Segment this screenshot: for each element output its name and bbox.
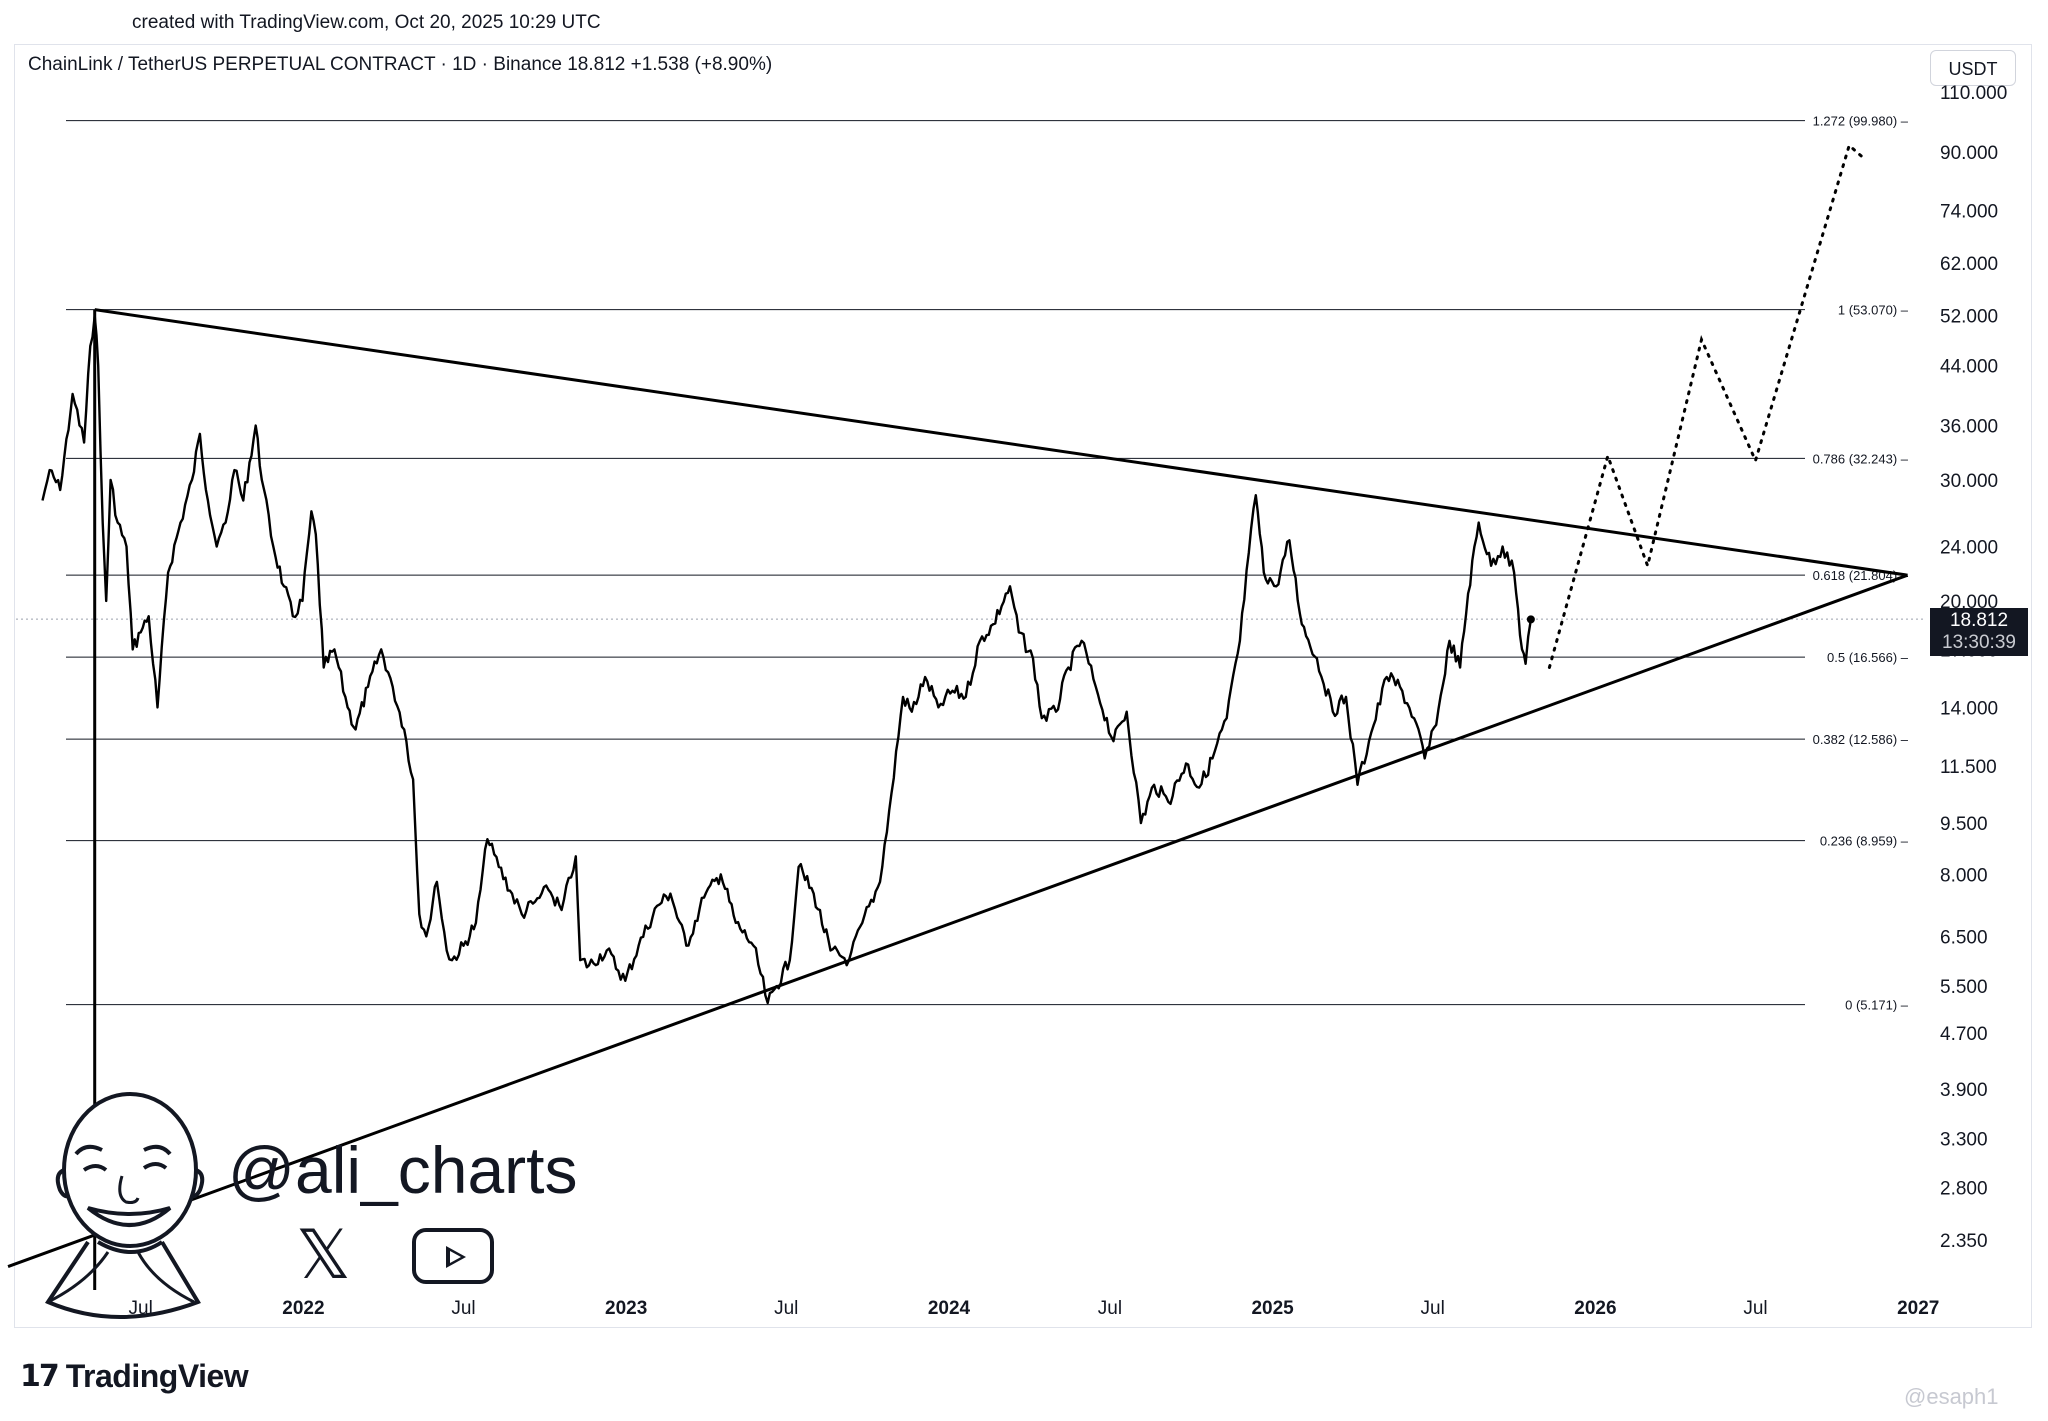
x-tick-label: 2023 (605, 1298, 647, 1319)
last-price-dot (1526, 615, 1535, 624)
fib-level-label: 0.382 (12.586) – (1813, 732, 1909, 747)
created-with-text: created with TradingView.com, Oct 20, 20… (132, 12, 601, 33)
current-price-tag: 18.812 13:30:39 (1930, 608, 2028, 656)
x-tick-label: Jul (774, 1298, 798, 1319)
x-tick-label: 2022 (282, 1298, 324, 1319)
fib-level-label: 1 (53.070) – (1838, 303, 1909, 318)
fib-level-label: 1.272 (99.980) – (1813, 114, 1909, 129)
tradingview-wordmark: TradingView (65, 1358, 249, 1394)
x-tick-label: 2024 (928, 1298, 971, 1319)
fib-level-label: 0 (5.171) – (1845, 998, 1909, 1013)
projection-path (1547, 142, 1866, 669)
y-tick-label: 3.300 (1940, 1130, 1988, 1151)
fib-level-label: 0.5 (16.566) – (1827, 650, 1909, 665)
y-tick-label: 2.350 (1940, 1231, 1988, 1252)
price-series-line (41, 314, 1533, 1005)
y-tick-label: 62.000 (1940, 254, 1998, 275)
y-tick-label: 6.500 (1940, 927, 1988, 948)
y-tick-label: 5.500 (1940, 977, 1988, 998)
y-tick-label: 44.000 (1940, 357, 1998, 378)
trendline-upper (94, 308, 1908, 577)
youtube-play-icon[interactable] (412, 1228, 494, 1284)
x-tick-label: 2027 (1897, 1298, 1939, 1319)
current-price-value: 18.812 (1949, 610, 2009, 631)
y-tick-label: 2.800 (1940, 1179, 1988, 1200)
x-tick-label: Jul (1421, 1298, 1445, 1319)
y-tick-label: 11.500 (1940, 757, 1997, 778)
y-tick-label: 3.900 (1940, 1080, 1988, 1101)
x-tick-label: Jul (1743, 1298, 1767, 1319)
y-tick-label: 52.000 (1940, 307, 1998, 328)
tradingview-mark-icon: 17 (20, 1359, 60, 1394)
candle-countdown: 13:30:39 (1942, 632, 2016, 653)
currency-button[interactable]: USDT (1930, 50, 2016, 86)
x-tick-label: Jul (451, 1298, 475, 1319)
y-tick-label: 74.000 (1940, 201, 1998, 222)
y-tick-label: 90.000 (1940, 143, 1998, 164)
tradingview-logo[interactable]: 17 TradingView (20, 1358, 249, 1395)
y-tick-label: 36.000 (1940, 416, 1998, 437)
y-tick-label: 8.000 (1940, 865, 1988, 886)
chart-frame (14, 44, 2032, 1328)
y-tick-label: 14.000 (1940, 698, 1998, 719)
y-tick-label: 4.700 (1940, 1024, 1988, 1045)
y-tick-label: 9.500 (1940, 814, 1988, 835)
trendline-lower (7, 573, 1909, 1268)
x-logo-icon[interactable]: 𝕏 (296, 1216, 351, 1295)
symbol-title: ChainLink / TetherUS PERPETUAL CONTRACT … (28, 54, 773, 75)
x-tick-label: 2025 (1251, 1298, 1294, 1319)
y-tick-label: 24.000 (1940, 537, 1998, 558)
y-tick-label: 20.000 (1940, 592, 1998, 613)
fib-level-label: 0.786 (32.243) – (1813, 451, 1909, 466)
cartoon-face-avatar (45, 1092, 205, 1319)
y-tick-label: 110.000 (1940, 83, 2007, 104)
y-tick-label: 30.000 (1940, 471, 1998, 492)
author-handle: @ali_charts (228, 1133, 578, 1207)
fib-level-label: 0.236 (8.959) – (1820, 834, 1909, 849)
watermark: @esaph1 (1904, 1384, 1999, 1409)
x-tick-label: 2026 (1574, 1298, 1616, 1319)
x-tick-label: Jul (1098, 1298, 1122, 1319)
